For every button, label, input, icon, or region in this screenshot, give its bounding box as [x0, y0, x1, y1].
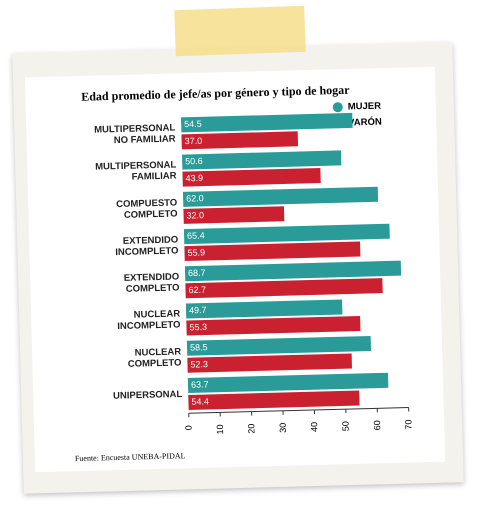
bar — [187, 353, 353, 373]
value-label: 55.3 — [189, 322, 207, 332]
value-label: 68.7 — [188, 268, 206, 278]
bar — [181, 131, 299, 150]
legend-label: VARÓN — [348, 116, 382, 129]
value-label: 43.9 — [185, 173, 203, 183]
value-label: 32.0 — [186, 210, 204, 220]
chart-title: Edad promedio de jefe/as por género y ti… — [81, 83, 350, 104]
value-label: 58.5 — [190, 342, 208, 352]
bar — [183, 206, 285, 224]
bar — [182, 186, 379, 207]
y-tick-label: MULTIPERSONAL FAMILIAR — [95, 159, 177, 183]
legend-marker — [332, 102, 343, 113]
x-tick-label: 70 — [403, 419, 413, 429]
legend-label: MUJER — [348, 101, 382, 113]
bar — [182, 167, 321, 187]
bar — [186, 335, 372, 356]
bar — [184, 241, 361, 262]
y-tick-label: MULTIPERSONAL NO FAMILIAR — [94, 122, 176, 147]
chart: Edad promedio de jefe/as por género y ti… — [75, 83, 414, 463]
bar — [188, 390, 360, 411]
source: Fuente: Encuesta UNEBA-PIDAL — [75, 451, 186, 463]
bar — [186, 315, 361, 336]
x-tick-label: 10 — [215, 424, 225, 434]
value-label: 62.7 — [188, 285, 206, 295]
x-axis — [188, 407, 409, 414]
y-tick-label: NUCLEAR COMPLETO — [127, 345, 182, 370]
bar — [187, 372, 389, 394]
x-tick-label: 50 — [341, 421, 351, 431]
bar — [180, 112, 353, 133]
value-label: 54.4 — [191, 396, 209, 406]
value-label: 62.0 — [186, 193, 204, 203]
bar — [181, 150, 342, 170]
bar — [183, 223, 390, 245]
x-tick-label: 20 — [246, 423, 256, 433]
x-tick-label: 60 — [372, 420, 382, 430]
x-tick-label: 30 — [278, 423, 288, 433]
tape — [174, 5, 306, 57]
value-label: 65.4 — [187, 230, 205, 240]
value-label: 52.3 — [190, 359, 208, 369]
y-tick-label: NUCLEAR INCOMPLETO — [117, 308, 181, 333]
value-label: 63.7 — [191, 379, 209, 389]
y-tick-label: COMPUESTO COMPLETO — [116, 196, 178, 221]
bar — [185, 278, 383, 299]
bar — [185, 299, 343, 319]
value-label: 55.9 — [187, 247, 205, 257]
value-label: 50.6 — [185, 156, 203, 166]
y-tick-label: EXTENDIDO COMPLETO — [123, 271, 180, 295]
value-label: 37.0 — [184, 136, 202, 146]
y-tick-label: EXTENDIDO INCOMPLETO — [115, 234, 179, 258]
x-tick-label: 40 — [309, 422, 319, 432]
x-tick-label: 0 — [183, 425, 193, 430]
chart-card: Edad promedio de jefe/as por género y ti… — [24, 66, 446, 473]
value-label: 54.5 — [184, 119, 202, 129]
bar — [184, 260, 402, 282]
value-label: 49.7 — [189, 305, 207, 315]
